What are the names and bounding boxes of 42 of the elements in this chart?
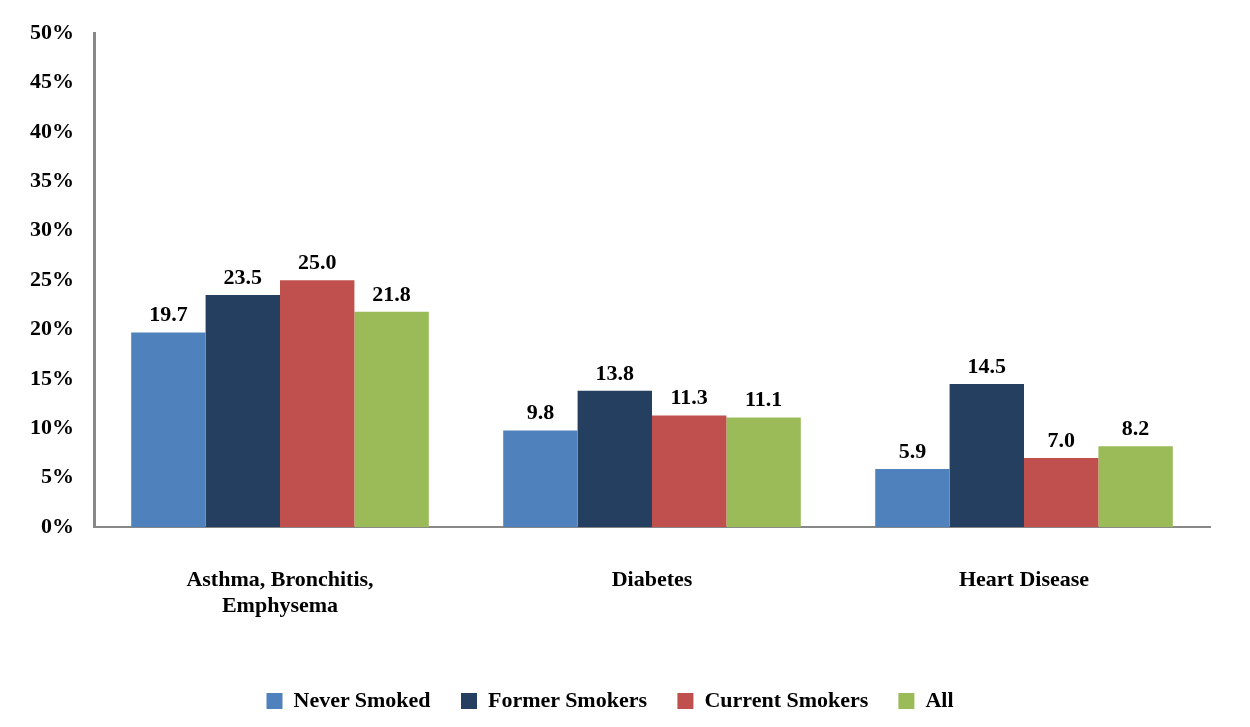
legend-label: Former Smokers [487, 686, 648, 712]
x-tick-label: Asthma, Bronchitis, Emphysema [186, 566, 374, 618]
y-tick-label: 40% [30, 117, 74, 143]
y-tick-label: 15% [30, 364, 74, 390]
x-tick-label: Diabetes [611, 566, 693, 592]
y-tick-label: 20% [30, 315, 74, 341]
y-tick-label: 45% [30, 68, 74, 94]
legend-label: Current Smokers [704, 686, 869, 712]
bar [354, 311, 429, 528]
data-label: 5.9 [898, 437, 927, 463]
bar [205, 295, 280, 528]
bar [503, 430, 578, 528]
legend-label: All [925, 686, 954, 712]
y-tick-label: 0% [41, 512, 74, 538]
bar [280, 280, 355, 528]
bar [577, 390, 652, 528]
data-label: 21.8 [372, 280, 411, 306]
data-label: 7.0 [1047, 426, 1075, 452]
legend-label: Never Smoked [293, 686, 431, 712]
data-label: 9.8 [526, 399, 555, 425]
y-tick-label: 25% [30, 265, 74, 291]
bar [1024, 458, 1099, 528]
data-label: 14.5 [967, 352, 1007, 378]
data-label: 11.3 [670, 384, 708, 410]
y-tick-label: 30% [30, 216, 74, 242]
bar [726, 417, 801, 528]
bar [131, 332, 206, 528]
data-label: 13.8 [595, 359, 635, 385]
data-label: 11.1 [744, 386, 783, 412]
data-label: 25.0 [297, 248, 337, 274]
bar [949, 383, 1024, 528]
y-tick-label: 5% [41, 463, 74, 489]
data-label: 23.5 [223, 263, 263, 289]
bar [875, 468, 950, 528]
bar [652, 415, 727, 528]
data-label: 8.2 [1121, 414, 1150, 440]
x-tick-label: Heart Disease [958, 566, 1090, 592]
y-tick-label: 50% [30, 18, 74, 44]
bar [1098, 446, 1173, 528]
y-tick-label: 10% [30, 414, 74, 440]
y-tick-label: 35% [30, 167, 74, 193]
data-label: 19.7 [149, 301, 188, 327]
